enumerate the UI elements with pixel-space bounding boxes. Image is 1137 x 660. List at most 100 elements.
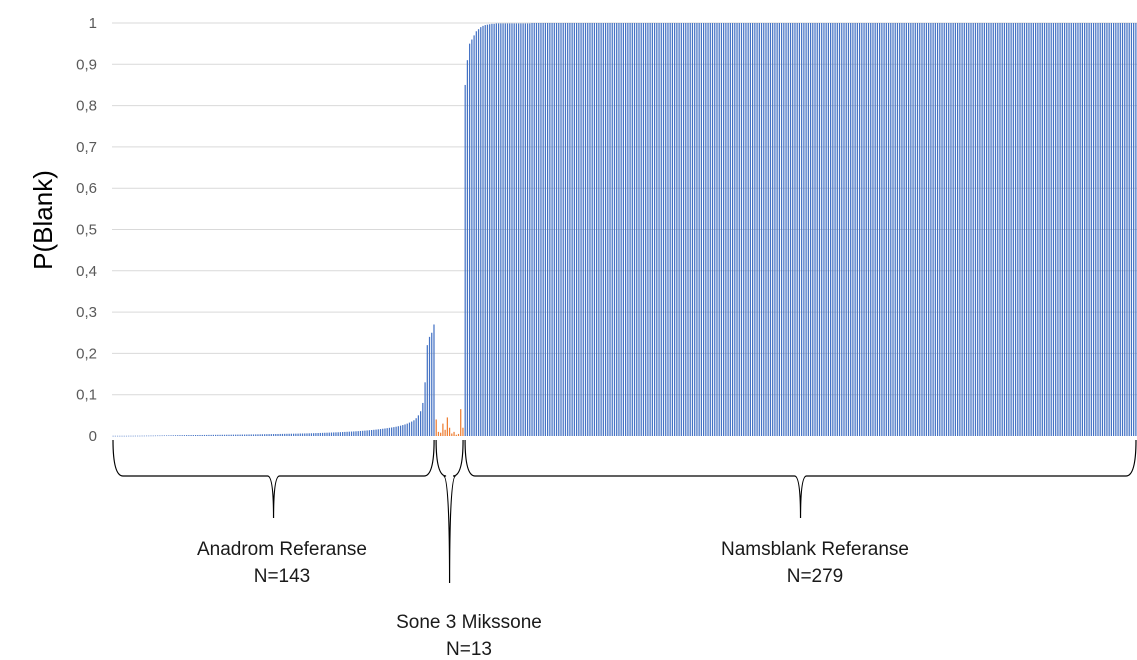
bar <box>183 435 186 436</box>
bar <box>489 24 491 437</box>
bar <box>168 435 170 436</box>
bar <box>415 418 417 436</box>
bar <box>934 23 936 436</box>
bar <box>562 23 564 436</box>
bar <box>783 23 785 436</box>
bar <box>1019 23 1021 436</box>
y-axis-label: P(Blank) <box>28 170 58 270</box>
bar <box>1077 23 1079 436</box>
bar <box>930 23 932 436</box>
bar <box>740 23 743 436</box>
bar <box>1112 23 1115 436</box>
bar <box>1079 23 1081 436</box>
bar <box>633 23 636 436</box>
bar <box>727 23 729 436</box>
bar <box>292 433 295 436</box>
bar <box>905 23 907 436</box>
bar <box>758 23 760 436</box>
bar <box>286 433 288 436</box>
bar <box>1130 23 1133 436</box>
bar <box>696 23 698 436</box>
bar <box>121 435 123 437</box>
bar <box>310 433 313 436</box>
bar <box>618 23 620 436</box>
bar <box>734 23 736 436</box>
bar <box>928 23 930 436</box>
bar <box>408 422 411 436</box>
bar <box>861 23 863 436</box>
y-tick-label: 0,9 <box>76 56 97 73</box>
bar <box>994 23 997 436</box>
bar <box>680 23 682 436</box>
bar <box>533 23 535 436</box>
bar <box>281 433 284 436</box>
bar <box>433 324 435 436</box>
bar <box>226 434 228 436</box>
bar <box>798 23 801 436</box>
bar <box>319 432 321 436</box>
bar <box>629 23 631 436</box>
bar <box>573 23 575 436</box>
bar <box>887 23 890 436</box>
group-n-namsblank: N=279 <box>787 566 844 587</box>
bar <box>1059 23 1061 436</box>
bar <box>1068 23 1070 436</box>
bar <box>910 23 912 436</box>
bar <box>192 435 194 436</box>
bar <box>1066 23 1068 436</box>
bar <box>685 23 687 436</box>
bar <box>745 23 747 436</box>
bar <box>366 430 368 436</box>
bar <box>627 23 629 436</box>
bar <box>856 23 858 436</box>
bar <box>780 23 783 436</box>
bar <box>847 23 850 436</box>
bar <box>206 434 208 436</box>
bar <box>535 23 538 436</box>
bar <box>482 25 484 436</box>
bar <box>1081 23 1084 436</box>
bar <box>575 23 578 436</box>
bar <box>411 421 413 436</box>
bar <box>174 435 177 436</box>
bar <box>767 23 769 436</box>
bar <box>640 23 642 436</box>
bar <box>301 433 304 436</box>
bar <box>232 434 235 436</box>
bar <box>1043 23 1046 436</box>
bar <box>553 23 555 436</box>
bar <box>569 23 571 436</box>
bar <box>170 435 172 436</box>
bar <box>215 434 217 436</box>
bar <box>642 23 645 436</box>
bar <box>801 23 803 436</box>
bar <box>638 23 640 436</box>
y-tick-label: 0,8 <box>76 98 97 115</box>
bar <box>186 435 188 436</box>
bar <box>916 23 919 436</box>
bar <box>609 23 611 436</box>
bar <box>511 23 513 436</box>
bar <box>616 23 618 436</box>
bar <box>116 435 119 437</box>
bar <box>268 434 270 436</box>
bar <box>212 434 214 436</box>
bar <box>457 433 460 436</box>
bar <box>428 336 431 436</box>
bar <box>304 433 306 436</box>
bar <box>350 431 353 436</box>
bar <box>1012 23 1014 436</box>
bar <box>903 23 905 436</box>
bar <box>649 23 651 436</box>
bar <box>391 427 393 436</box>
bar <box>266 434 268 436</box>
bar <box>870 23 872 436</box>
bar <box>1048 23 1050 436</box>
bar <box>315 433 317 436</box>
bar <box>863 23 865 436</box>
bar <box>388 427 391 436</box>
bar <box>526 23 529 436</box>
bar <box>731 23 734 436</box>
bar <box>832 23 834 436</box>
bar <box>972 23 974 436</box>
